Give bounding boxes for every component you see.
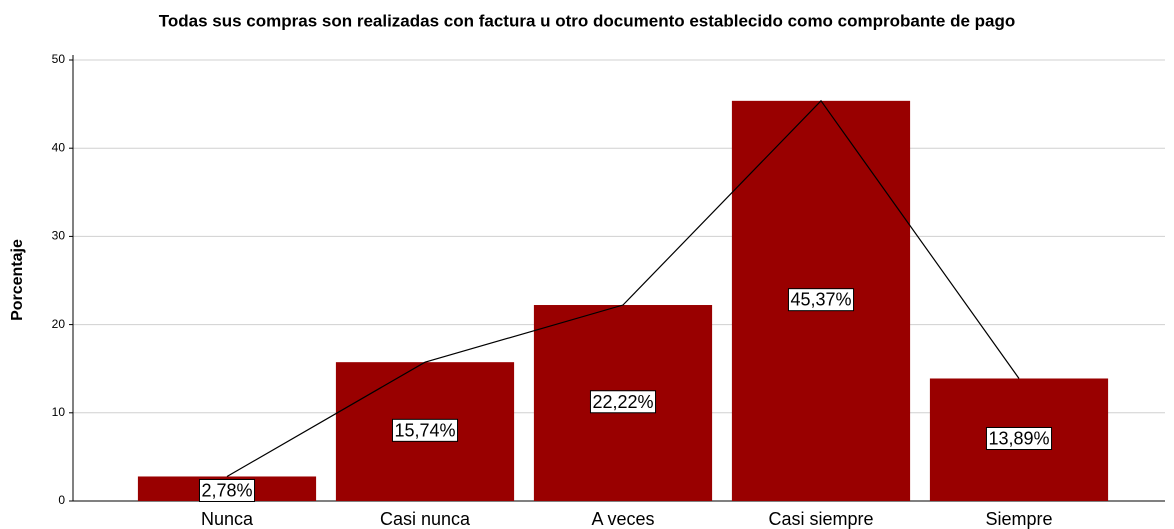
x-tick-label: Nunca	[201, 509, 254, 529]
data-label-box	[198, 478, 256, 502]
data-label-box	[787, 288, 855, 312]
y-tick-label: 40	[52, 140, 66, 154]
data-label: 45,37%	[790, 290, 851, 310]
y-axis-label: Porcentaje	[9, 239, 26, 321]
data-label-box	[985, 426, 1053, 450]
data-label-box	[391, 418, 459, 442]
line	[226, 99, 1020, 477]
data-label: 22,22%	[592, 392, 653, 412]
y-tick-label: 20	[52, 317, 66, 331]
x-tick-label: A veces	[591, 509, 654, 529]
y-tick-label: 0	[58, 493, 65, 507]
x-tick-label: Casi siempre	[768, 509, 873, 529]
y-tick-label: 30	[52, 229, 66, 243]
x-tick-label: Siempre	[985, 509, 1052, 529]
data-label: 2,78%	[201, 480, 252, 500]
chart-title: Todas sus compras son realizadas con fac…	[159, 11, 1015, 30]
data-label: 15,74%	[394, 420, 455, 440]
y-tick-label: 10	[52, 405, 66, 419]
y-tick-label: 50	[52, 52, 66, 66]
data-label-box	[589, 390, 657, 414]
x-tick-label: Casi nunca	[380, 509, 471, 529]
data-label: 13,89%	[988, 428, 1049, 448]
